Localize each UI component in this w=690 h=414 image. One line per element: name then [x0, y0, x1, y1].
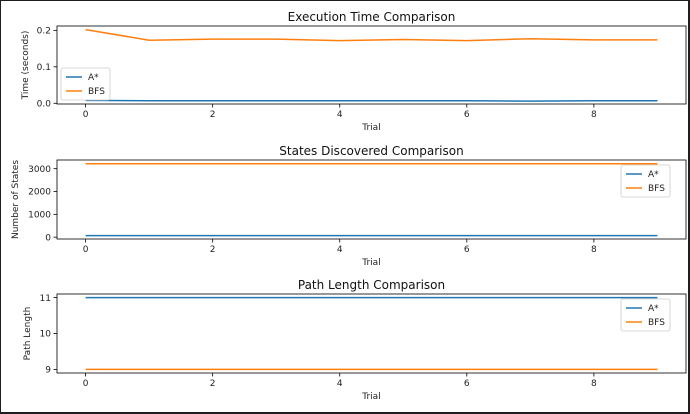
x-tick-label: 4	[337, 245, 343, 255]
legend-label-bfs: BFS	[88, 87, 105, 97]
legend-label-astar: A*	[88, 73, 99, 83]
x-tick-label: 6	[464, 379, 470, 389]
y-axis-label: Time (seconds)	[21, 31, 31, 101]
y-tick-label: 11	[40, 294, 51, 304]
x-tick-label: 2	[210, 110, 216, 120]
y-tick-label: 10	[40, 330, 52, 340]
x-tick-label: 0	[83, 245, 89, 255]
x-tick-label: 6	[464, 110, 470, 120]
x-axis-label: Trial	[361, 258, 380, 268]
axes-frame	[56, 293, 687, 374]
y-tick-label: 0.0	[37, 99, 52, 109]
y-tick-label: 0.1	[37, 63, 51, 73]
axes-frame	[56, 159, 687, 240]
y-tick-label: 9	[45, 366, 51, 376]
y-tick-label: 3000	[28, 165, 51, 175]
legend-box	[60, 67, 111, 101]
y-tick-label: 2000	[28, 188, 51, 198]
x-tick-label: 6	[464, 245, 470, 255]
x-tick-label: 0	[83, 379, 89, 389]
y-axis-label: Path Length	[23, 307, 33, 361]
legend-label-bfs: BFS	[648, 318, 665, 328]
x-tick-label: 2	[210, 245, 216, 255]
y-axis-label: Number of States	[11, 160, 21, 239]
x-tick-label: 4	[337, 379, 343, 389]
y-tick-label: 0.2	[37, 27, 51, 37]
legend-box	[620, 164, 671, 198]
series-line-bfs	[85, 28, 658, 42]
y-tick-label: 0	[45, 233, 51, 243]
series-line-astar	[85, 99, 658, 102]
legend-label-astar: A*	[648, 304, 659, 314]
x-axis-label: Trial	[361, 123, 380, 133]
x-tick-label: 8	[591, 379, 597, 389]
x-tick-label: 8	[591, 110, 597, 120]
chart-title: States Discovered Comparison	[279, 144, 463, 158]
legend-label-astar: A*	[648, 170, 659, 180]
x-tick-label: 8	[591, 245, 597, 255]
legend-box	[620, 298, 671, 332]
x-axis-label: Trial	[361, 392, 380, 402]
y-tick-label: 1000	[28, 211, 51, 221]
chart-title: Path Length Comparison	[298, 278, 445, 292]
x-tick-label: 0	[83, 110, 89, 120]
axes-frame	[56, 25, 687, 105]
chart-title: Execution Time Comparison	[288, 10, 456, 24]
x-tick-label: 2	[210, 379, 216, 389]
x-tick-label: 4	[337, 110, 343, 120]
legend-label-bfs: BFS	[648, 184, 665, 194]
